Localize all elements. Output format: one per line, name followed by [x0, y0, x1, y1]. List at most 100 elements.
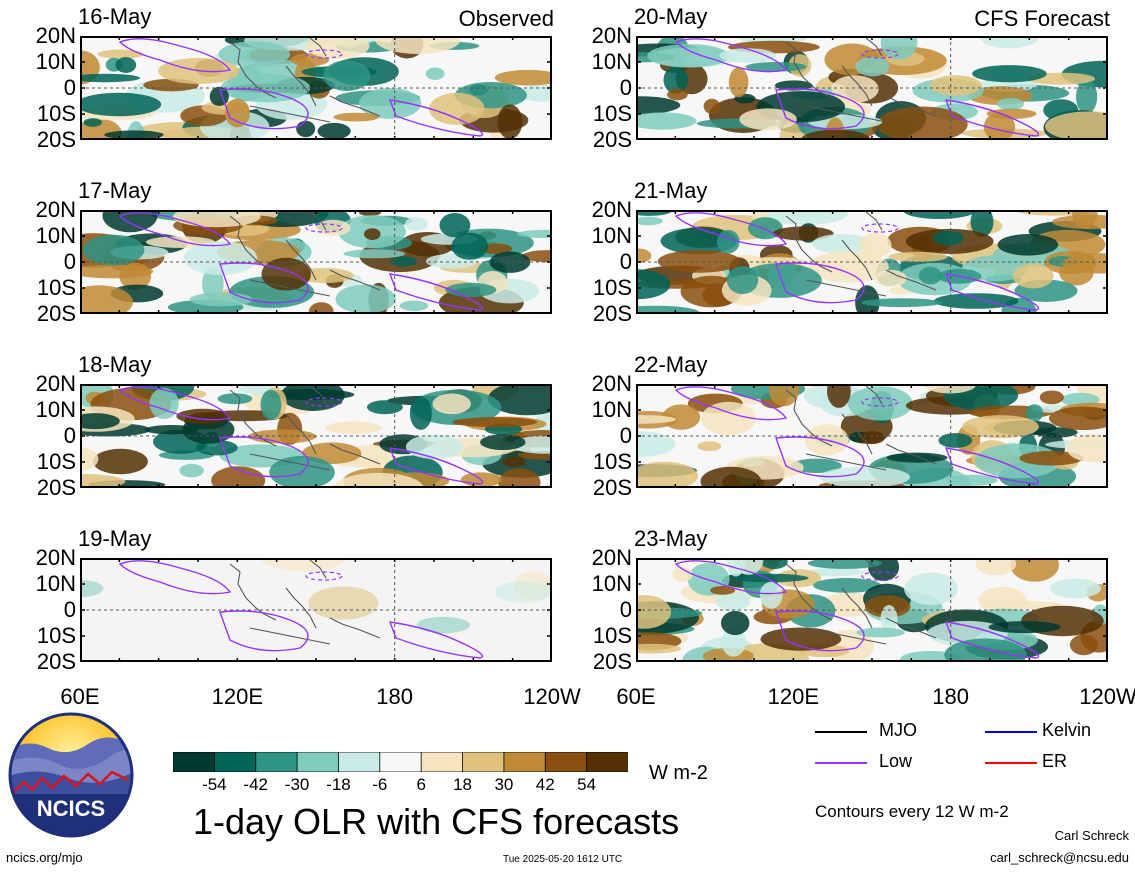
olr-map: [636, 210, 1108, 314]
latitude-label: 0: [63, 75, 76, 100]
olr-anomaly: [808, 567, 864, 577]
olr-anomaly: [83, 118, 102, 127]
latitude-label: 10N: [591, 49, 632, 74]
olr-anomaly: [745, 62, 807, 72]
olr-anomaly: [102, 210, 158, 233]
olr-anomaly: [703, 98, 721, 114]
legend: MJO Kelvin Low ER: [815, 718, 1125, 788]
low-contour: [775, 610, 865, 652]
olr-map: [636, 558, 1108, 662]
olr-anomaly: [405, 216, 428, 231]
latitude-label: 0: [63, 597, 76, 622]
olr-anomaly: [115, 57, 137, 73]
low-contour: [388, 99, 484, 137]
olr-anomaly: [1049, 578, 1102, 599]
olr-anomaly: [697, 441, 722, 452]
olr-map: [80, 558, 552, 662]
coastline: [785, 385, 937, 471]
latitude-label: 20S: [36, 127, 76, 152]
latitude-label: 20N: [35, 545, 76, 570]
olr-anomaly: [309, 302, 334, 314]
legend-low-line: [815, 762, 867, 764]
latitude-label: 20S: [592, 475, 632, 500]
olr-anomaly: [489, 251, 531, 273]
panel-date: 23-May: [634, 526, 708, 551]
olr-anomaly: [700, 466, 762, 488]
colorbar-swatch: [255, 751, 298, 773]
colorbar-swatch: [296, 751, 340, 773]
olr-anomaly: [1034, 427, 1078, 438]
olr-anomaly: [333, 112, 379, 122]
olr-anomaly: [847, 386, 913, 421]
low-contour-negative: [861, 49, 899, 59]
low-contour: [118, 212, 232, 247]
latitude-label: 10S: [36, 623, 76, 648]
olr-anomaly: [80, 285, 133, 314]
olr-anomaly: [80, 92, 162, 117]
olr-anomaly: [861, 298, 943, 308]
latitude-label: 10S: [36, 101, 76, 126]
latitude-label: 20S: [36, 649, 76, 674]
olr-anomaly: [516, 229, 552, 238]
olr-anomaly: [726, 266, 759, 295]
olr-anomaly: [1076, 79, 1098, 114]
olr-anomaly: [405, 434, 464, 460]
olr-anomaly: [880, 36, 918, 60]
latitude-label: 0: [619, 75, 632, 100]
olr-anomaly: [399, 300, 429, 311]
olr-anomaly: [445, 282, 497, 297]
low-contour: [944, 447, 1040, 485]
longitude-label: 180: [376, 684, 414, 709]
longitude-label: 120W: [523, 684, 581, 709]
colorbar-swatch: [586, 751, 629, 773]
legend-mjo-line: [815, 731, 867, 733]
olr-anomaly: [343, 249, 406, 259]
low-contour: [775, 436, 865, 478]
olr-anomaly: [211, 466, 266, 488]
email: carl_schreck@ncsu.edu: [990, 850, 1129, 865]
olr-anomaly: [305, 36, 370, 59]
olr-anomaly: [636, 112, 697, 130]
olr-anomaly: [80, 474, 126, 488]
olr-anomaly: [80, 447, 99, 471]
longitude-label: 180: [932, 684, 970, 709]
olr-anomaly: [429, 92, 485, 125]
timestamp: Tue 2025-05-20 1612 UTC: [503, 854, 623, 865]
olr-anomaly: [918, 266, 942, 285]
longitude-label: 120E: [767, 684, 820, 709]
olr-anomaly: [1012, 263, 1054, 289]
olr-anomaly: [264, 389, 355, 401]
legend-kelvin-line: [985, 731, 1037, 733]
colorbar-tick-label: 18: [453, 775, 472, 794]
latitude-label: 10N: [591, 223, 632, 248]
olr-anomaly: [636, 305, 700, 314]
olr-anomaly: [886, 452, 948, 463]
latitude-label: 20N: [35, 371, 76, 396]
latitude-label: 10S: [592, 101, 632, 126]
olr-anomaly: [888, 251, 948, 262]
low-contour: [944, 621, 1040, 659]
colorbar: [172, 751, 629, 773]
olr-anomaly: [944, 474, 998, 486]
olr-anomaly: [801, 129, 870, 140]
latitude-label: 0: [63, 423, 76, 448]
olr-anomaly: [308, 586, 379, 620]
olr-anomaly: [1049, 406, 1108, 431]
olr-anomaly: [903, 210, 976, 219]
olr-anomaly: [335, 284, 396, 314]
legend-kelvin-label: Kelvin: [1042, 720, 1092, 740]
olr-anomaly: [202, 267, 224, 301]
low-contour: [118, 38, 232, 73]
olr-anomaly: [647, 44, 730, 68]
olr-anomaly: [791, 458, 842, 473]
low-contour-negative: [861, 223, 899, 233]
olr-map: [80, 210, 552, 314]
low-contour: [388, 621, 484, 659]
latitude-label: 10S: [592, 275, 632, 300]
logo-text: NCICS: [37, 796, 105, 821]
latitude-label: 10S: [36, 275, 76, 300]
low-contour: [674, 212, 788, 247]
olr-anomaly: [358, 87, 422, 119]
low-contour-negative: [305, 223, 343, 233]
olr-anomaly: [983, 112, 1016, 140]
